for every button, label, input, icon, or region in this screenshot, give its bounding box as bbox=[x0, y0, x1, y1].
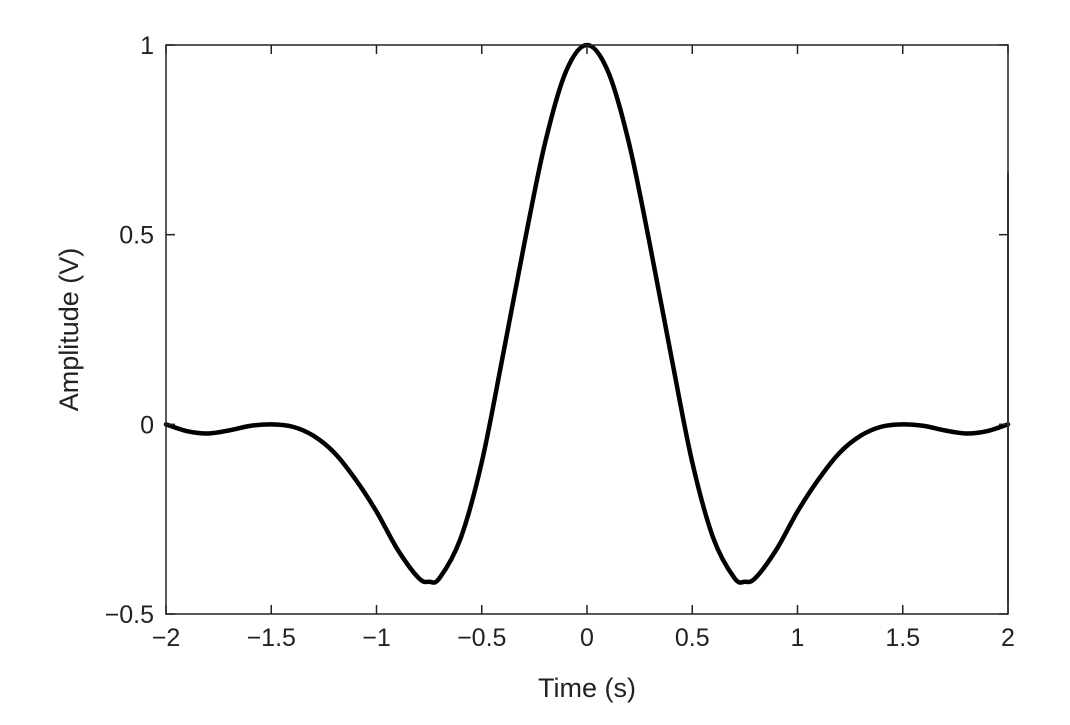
x-tick-label: 1 bbox=[791, 624, 805, 652]
x-tick-label: 2 bbox=[1001, 624, 1015, 652]
series-line bbox=[163, 42, 1011, 585]
x-tick-label: −1.5 bbox=[247, 624, 296, 652]
x-tick-label: −1 bbox=[362, 624, 391, 652]
x-tick-label: 0.5 bbox=[675, 624, 710, 652]
y-tick-label: −0.5 bbox=[105, 601, 154, 629]
y-tick-label: 0.5 bbox=[119, 222, 154, 250]
ticks-layer bbox=[165, 44, 1009, 615]
y-tick-label: 0 bbox=[140, 411, 154, 439]
x-tick-label: −0.5 bbox=[457, 624, 506, 652]
y-tick-label: 1 bbox=[140, 32, 154, 60]
tick-labels-layer: −2 −1.5 −1 −0.5 0 0.5 1 1.5 2 −0.5 0 0.5 1 bbox=[105, 32, 1015, 652]
x-tick-label: −2 bbox=[152, 624, 181, 652]
x-axis-label: Time (s) bbox=[538, 673, 636, 703]
series-layer bbox=[163, 42, 1011, 585]
y-axis-label: Amplitude (V) bbox=[54, 248, 84, 412]
plot-area-frame bbox=[165, 44, 1009, 615]
x-tick-label: 0 bbox=[580, 624, 594, 652]
x-tick-label: 1.5 bbox=[885, 624, 920, 652]
